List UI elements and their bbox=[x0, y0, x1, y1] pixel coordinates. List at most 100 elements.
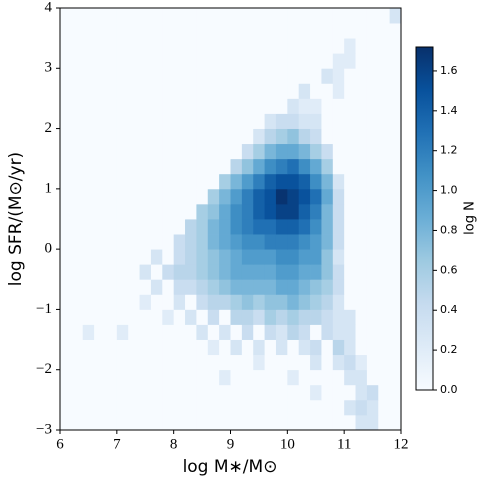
heatmap-cell bbox=[253, 384, 265, 401]
heatmap-cell bbox=[310, 158, 322, 175]
heatmap-cell bbox=[128, 369, 140, 386]
heatmap-cell bbox=[355, 264, 368, 280]
heatmap-cell bbox=[389, 309, 402, 325]
heatmap-cell bbox=[344, 83, 356, 99]
heatmap-cell bbox=[241, 173, 254, 190]
heatmap-cell bbox=[287, 23, 300, 39]
heatmap-cell bbox=[310, 234, 322, 250]
heatmap-cell bbox=[139, 399, 152, 416]
heatmap-cell bbox=[344, 249, 356, 265]
heatmap-cell bbox=[71, 234, 84, 250]
heatmap-cell bbox=[275, 83, 288, 99]
heatmap-cell bbox=[321, 414, 334, 431]
heatmap-cell bbox=[310, 38, 322, 54]
heatmap-cell bbox=[207, 98, 220, 114]
heatmap-cell bbox=[94, 113, 106, 129]
heatmap-cell bbox=[71, 113, 84, 129]
heatmap-cell bbox=[105, 249, 118, 265]
heatmap-cell bbox=[321, 399, 334, 416]
heatmap-cell bbox=[310, 339, 322, 356]
heatmap-cell bbox=[185, 384, 197, 401]
heatmap-cell bbox=[310, 384, 322, 401]
heatmap-cell bbox=[207, 354, 220, 371]
heatmap-cell bbox=[275, 8, 288, 24]
heatmap-cell bbox=[207, 53, 220, 69]
heatmap-cell bbox=[310, 414, 322, 431]
heatmap-cell bbox=[230, 23, 243, 39]
heatmap-cell bbox=[310, 279, 322, 295]
heatmap-cell bbox=[389, 294, 402, 310]
heatmap-cell bbox=[185, 143, 197, 160]
heatmap-cell bbox=[185, 399, 197, 416]
heatmap-cell bbox=[116, 98, 129, 114]
heatmap-cell bbox=[241, 143, 254, 160]
heatmap-cell bbox=[150, 324, 163, 340]
heatmap-cell bbox=[60, 354, 72, 371]
heatmap-cell bbox=[219, 158, 231, 175]
heatmap-cell bbox=[139, 354, 152, 371]
heatmap-cell bbox=[298, 234, 311, 250]
heatmap-cell bbox=[298, 128, 311, 145]
heatmap-cell bbox=[298, 294, 311, 310]
heatmap-cell bbox=[321, 324, 334, 340]
heatmap-cell bbox=[275, 384, 288, 401]
heatmap-cell bbox=[207, 68, 220, 84]
heatmap-cell bbox=[185, 279, 197, 295]
heatmap-cell bbox=[128, 249, 140, 265]
heatmap-cell bbox=[105, 68, 118, 84]
heatmap-cell bbox=[321, 68, 334, 84]
heatmap-cell bbox=[287, 369, 300, 386]
heatmap-cell bbox=[344, 188, 356, 205]
heatmap-cell bbox=[378, 399, 391, 416]
colorbar-tick-label: 1.6 bbox=[440, 64, 458, 77]
heatmap-cell bbox=[94, 219, 106, 235]
heatmap-cell bbox=[298, 83, 311, 99]
heatmap-cell bbox=[344, 264, 356, 280]
heatmap-cell bbox=[71, 354, 84, 371]
heatmap-cell bbox=[389, 158, 402, 175]
heatmap-cell bbox=[310, 354, 322, 371]
heatmap-cell bbox=[366, 309, 379, 325]
heatmap-cell bbox=[298, 219, 311, 235]
heatmap-cell bbox=[298, 8, 311, 24]
heatmap-cell bbox=[310, 188, 322, 205]
heatmap-cell bbox=[71, 399, 84, 416]
heatmap-cell bbox=[162, 53, 175, 69]
heatmap-cell bbox=[105, 339, 118, 356]
heatmap-cell bbox=[173, 234, 186, 250]
heatmap-cell bbox=[196, 234, 209, 250]
heatmap-cell bbox=[82, 414, 95, 431]
heatmap-cell bbox=[366, 113, 379, 129]
heatmap-cell bbox=[60, 369, 72, 386]
heatmap-cell bbox=[230, 113, 243, 129]
heatmap-cell bbox=[389, 369, 402, 386]
y-tick-label: −1 bbox=[36, 301, 52, 317]
heatmap-cell bbox=[185, 354, 197, 371]
heatmap-cell bbox=[389, 113, 402, 129]
heatmap-cell bbox=[82, 128, 95, 145]
heatmap-cell bbox=[173, 23, 186, 39]
heatmap-cell bbox=[344, 324, 356, 340]
heatmap-cell bbox=[196, 8, 209, 24]
heatmap-cell bbox=[185, 203, 197, 220]
heatmap-cell bbox=[355, 309, 368, 325]
heatmap-cell bbox=[219, 113, 231, 129]
heatmap-cell bbox=[150, 369, 163, 386]
heatmap-cell bbox=[355, 98, 368, 114]
colorbar-tick-label: 1.2 bbox=[440, 144, 458, 157]
heatmap-cell bbox=[287, 38, 300, 54]
heatmap-cell bbox=[116, 264, 129, 280]
heatmap-cell bbox=[196, 53, 209, 69]
heatmap-cell bbox=[275, 339, 288, 356]
heatmap-cell bbox=[253, 219, 265, 235]
heatmap-cell bbox=[344, 23, 356, 39]
heatmap-cell bbox=[105, 279, 118, 295]
heatmap-cell bbox=[321, 173, 334, 190]
heatmap-cell bbox=[173, 128, 186, 145]
heatmap-cell bbox=[82, 23, 95, 39]
heatmap-cell bbox=[128, 294, 140, 310]
heatmap-cell bbox=[241, 234, 254, 250]
heatmap-cell bbox=[207, 188, 220, 205]
heatmap-cell bbox=[94, 354, 106, 371]
heatmap-cell bbox=[332, 68, 345, 84]
